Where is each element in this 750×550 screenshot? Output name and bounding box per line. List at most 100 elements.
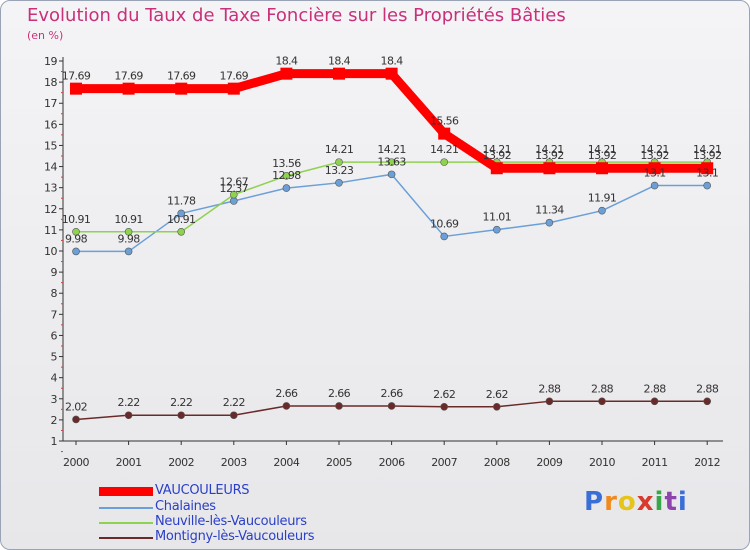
y-tick-label: 15: [44, 139, 57, 152]
data-point: [387, 170, 396, 179]
data-label: 17.69: [114, 70, 143, 83]
y-tick-label: 11: [44, 224, 57, 237]
data-label: 2.66: [275, 387, 298, 400]
data-point: [124, 227, 133, 236]
data-label: 9.98: [118, 232, 141, 245]
data-point: [701, 162, 714, 175]
data-label: 12.98: [272, 169, 301, 182]
x-tick-label: 2012: [694, 456, 720, 469]
y-tick-label: 2: [51, 414, 58, 427]
data-point: [543, 162, 556, 175]
y-tick-label: 18: [44, 76, 57, 89]
data-point: [177, 411, 185, 420]
data-point: [545, 397, 554, 406]
data-point: [282, 402, 291, 410]
data-point: [545, 218, 554, 227]
legend-item: Chalaines: [99, 499, 419, 515]
data-label: 12.67: [220, 176, 249, 189]
data-point: [72, 247, 80, 256]
x-tick-label: 2009: [536, 456, 562, 469]
legend-swatch: [99, 537, 153, 539]
x-tick-label: 2010: [589, 456, 615, 469]
data-point: [175, 82, 188, 95]
data-label: 2.62: [486, 388, 508, 401]
data-point: [490, 162, 503, 175]
data-label: 2.88: [591, 382, 614, 395]
data-point: [438, 127, 451, 140]
data-point: [177, 227, 185, 236]
data-point: [72, 227, 80, 236]
data-label: 2.88: [696, 382, 719, 395]
data-label: 2.02: [65, 400, 87, 413]
x-tick-label: 2007: [431, 456, 457, 469]
y-tick-label: 6: [51, 329, 58, 342]
data-point: [387, 402, 396, 410]
legend-swatch: [99, 522, 153, 524]
data-point: [333, 67, 345, 80]
data-label: 2.22: [118, 396, 140, 409]
data-point: [230, 197, 238, 205]
data-label: 18.4: [275, 55, 298, 68]
data-point: [703, 397, 712, 406]
data-point: [335, 179, 343, 187]
data-point: [598, 206, 606, 215]
data-label: 2.22: [223, 396, 245, 409]
legend-label: VAUCOULEURS: [155, 483, 250, 498]
data-label: 17.69: [167, 70, 196, 83]
data-label: 13.23: [325, 164, 354, 177]
data-point: [122, 82, 135, 95]
data-label: 2.88: [644, 382, 667, 395]
data-point: [124, 411, 133, 420]
legend-label: Neuville-lès-Vaucouleurs: [155, 514, 307, 529]
legend-swatch: [99, 507, 153, 509]
data-point: [124, 247, 133, 256]
data-label: 11.78: [167, 194, 196, 207]
x-tick-label: 2005: [326, 456, 352, 469]
data-label: 14.21: [640, 143, 669, 156]
data-label: 14.21: [430, 143, 459, 156]
data-label: 10.69: [430, 217, 459, 230]
data-label: 10.91: [62, 213, 91, 226]
data-point: [492, 402, 501, 411]
chart-unit-label: (en %): [27, 29, 64, 42]
legend-label: Chalaines: [155, 499, 216, 514]
data-label: 14.21: [377, 143, 406, 156]
data-label: 2.66: [328, 387, 351, 400]
data-label: 13.56: [272, 157, 301, 170]
data-label: 15.56: [430, 115, 459, 128]
x-tick-label: 2011: [642, 456, 668, 469]
x-tick-label: 2003: [221, 456, 247, 469]
data-point: [387, 158, 396, 166]
data-point: [440, 158, 449, 166]
y-tick-label: 13: [44, 182, 57, 195]
y-tick-label: 5: [51, 351, 58, 364]
data-label: 9.98: [65, 232, 88, 245]
data-label: 12.37: [220, 182, 249, 195]
data-label: 2.66: [381, 387, 404, 400]
y-tick-label: 16: [44, 118, 57, 131]
chart-title: Evolution du Taux de Taxe Foncière sur l…: [27, 5, 566, 26]
data-point: [177, 209, 185, 218]
data-point: [598, 397, 606, 406]
x-tick-label: 2001: [116, 456, 142, 469]
data-label: 13.92: [483, 149, 512, 162]
data-label: 14.21: [535, 143, 564, 156]
data-label: 2.88: [538, 382, 561, 395]
proxiti-logo: Proxiti: [584, 487, 688, 517]
data-label: 13.92: [693, 149, 722, 162]
data-label: 2.62: [433, 388, 455, 401]
data-label: 11.91: [588, 192, 617, 205]
data-label: 10.91: [167, 213, 196, 226]
x-tick-label: 2002: [168, 456, 194, 469]
data-point: [650, 397, 659, 406]
legend-item: VAUCOULEURS: [99, 483, 419, 499]
data-label: 14.21: [693, 143, 722, 156]
data-point: [385, 67, 398, 80]
data-point: [280, 67, 293, 80]
data-label: 13.92: [588, 149, 617, 162]
data-label: 13.1: [696, 167, 718, 180]
y-tick-label: 12: [44, 203, 57, 216]
y-tick-label: 3: [51, 393, 58, 406]
